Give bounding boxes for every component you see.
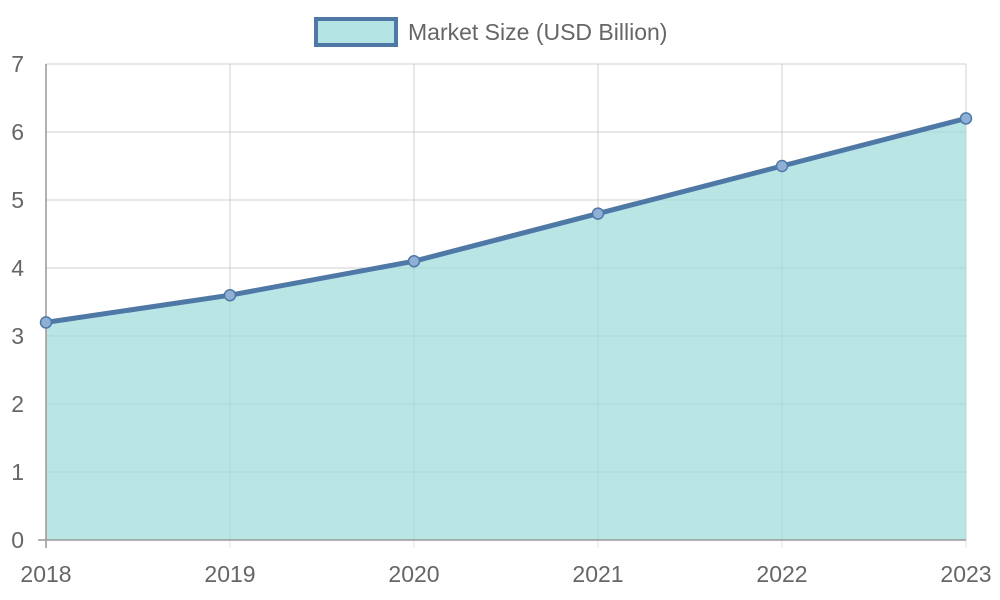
data-point-2021[interactable] <box>591 207 605 220</box>
points-layer <box>39 112 973 329</box>
x-axis-ticks: 2018 2019 2020 2021 2022 2023 <box>20 561 991 587</box>
x-tick-label: 2019 <box>204 561 255 587</box>
x-tick-label: 2021 <box>572 561 623 587</box>
axes <box>38 64 966 548</box>
data-point-2022[interactable] <box>775 159 789 173</box>
y-tick-label: 1 <box>11 459 24 485</box>
legend-label[interactable]: Market Size (USD Billion) <box>408 19 667 45</box>
y-tick-label: 4 <box>11 255 24 281</box>
y-axis-ticks: 0 1 2 3 4 5 6 7 <box>11 51 24 553</box>
area-layer <box>45 63 967 541</box>
data-point-2020[interactable] <box>407 254 421 268</box>
x-tick-label: 2018 <box>20 561 71 587</box>
series-line <box>43 115 969 325</box>
data-point-2023[interactable] <box>959 112 973 125</box>
y-tick-label: 7 <box>11 51 24 77</box>
legend-swatch[interactable] <box>314 17 398 47</box>
data-point-2019[interactable] <box>223 288 237 302</box>
legend[interactable]: Market Size (USD Billion) <box>314 17 667 47</box>
line-layer <box>43 115 969 325</box>
series-area <box>46 118 966 541</box>
x-tick-label: 2023 <box>940 561 991 587</box>
y-tick-label: 5 <box>11 187 24 213</box>
x-tick-label: 2022 <box>756 561 807 587</box>
y-tick-label: 2 <box>11 391 24 417</box>
x-tick-label: 2020 <box>388 561 439 587</box>
y-tick-label: 0 <box>11 527 24 553</box>
data-point-2018[interactable] <box>39 316 53 329</box>
y-tick-label: 3 <box>11 323 24 349</box>
y-tick-label: 6 <box>11 119 24 145</box>
